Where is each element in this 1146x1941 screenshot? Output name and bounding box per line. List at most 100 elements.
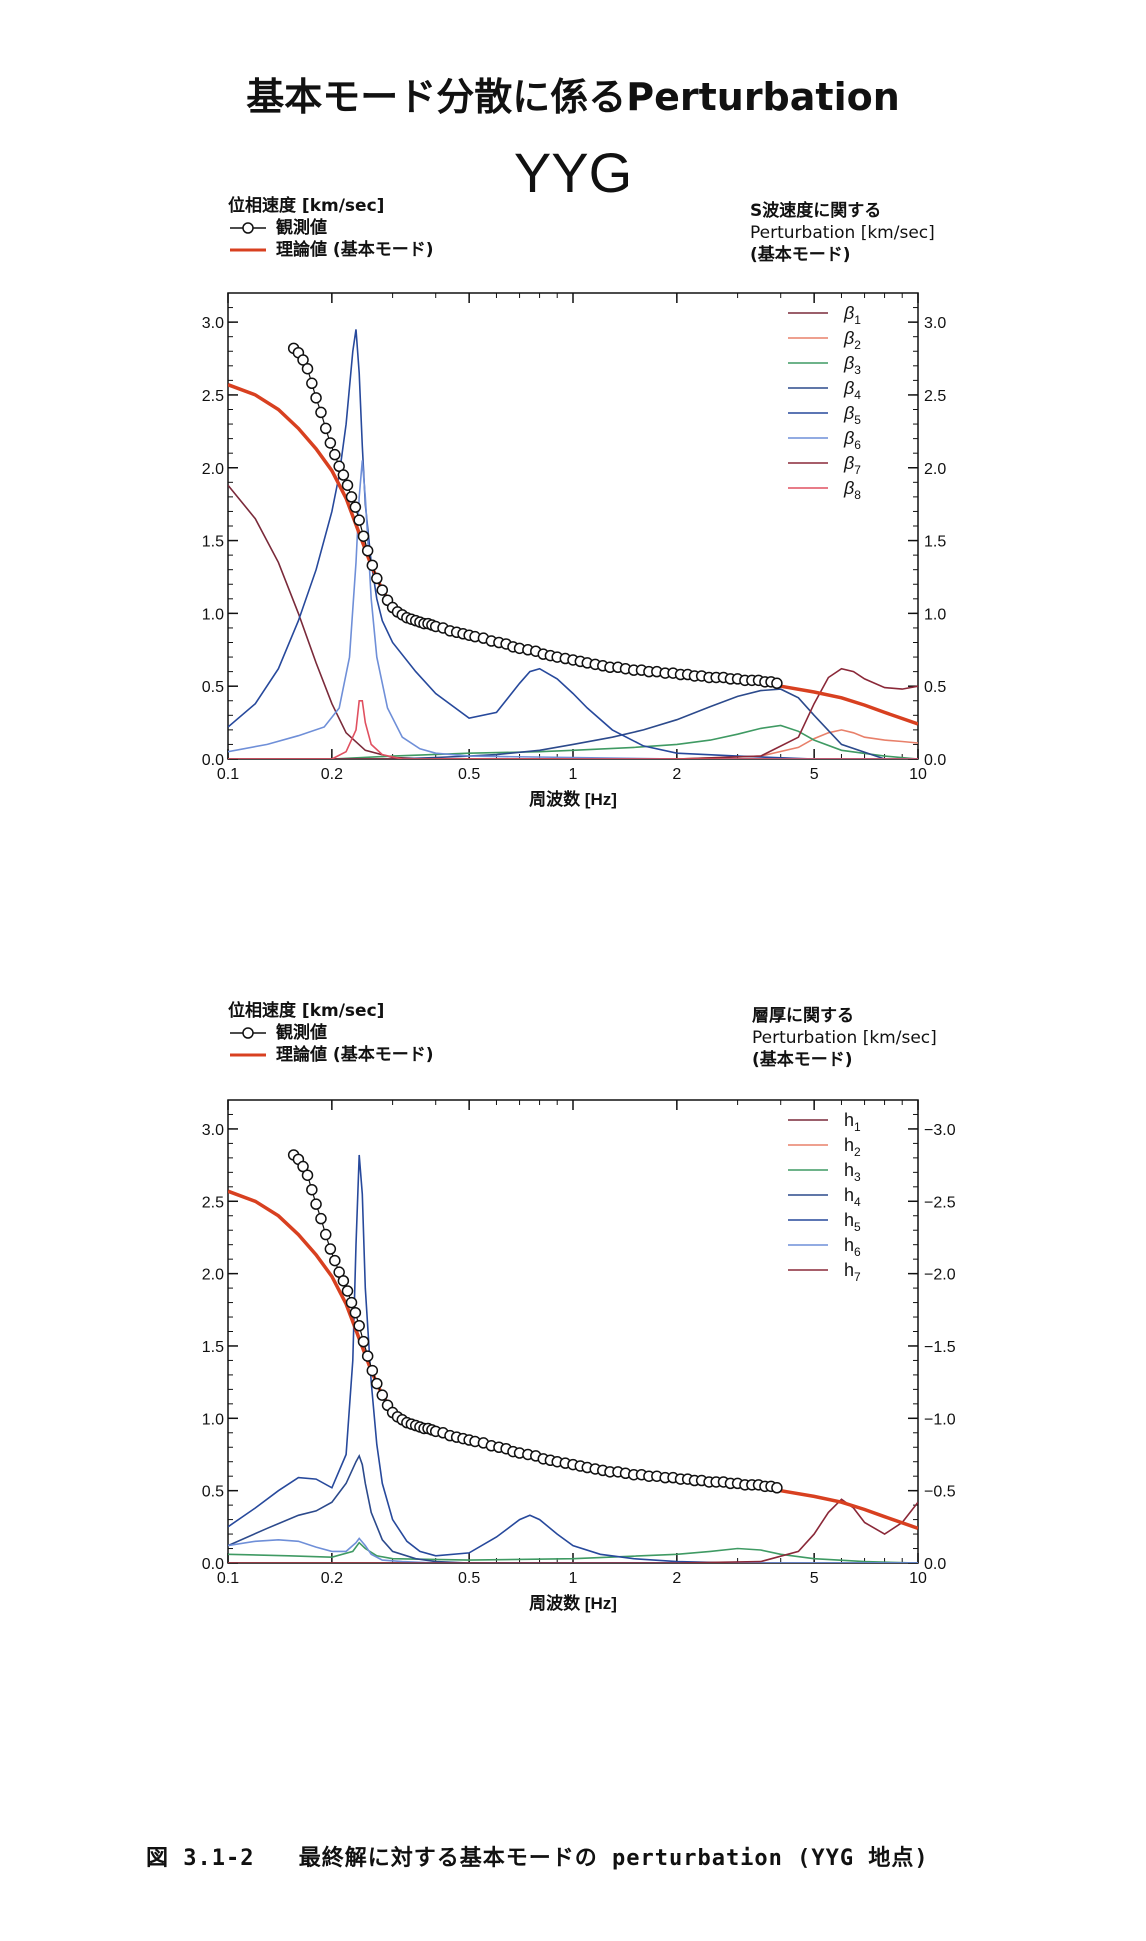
chart1-xtick-label: 0.5 bbox=[458, 766, 480, 783]
chart2-y2tick-label: −1.5 bbox=[924, 1339, 956, 1356]
chart2-y2tick-label: −1.0 bbox=[924, 1411, 956, 1428]
chart2-plot: 0.0 0.0 0.5 −0.5 1.0 −1.0 1.5 −1.5 2.0 −2.0 2.5 −2.… bbox=[202, 1099, 956, 1613]
chart1-ytick-label: 1.5 bbox=[202, 534, 224, 551]
chart2-observed-point bbox=[324, 1243, 337, 1255]
chart2-observed-line bbox=[293, 1154, 778, 1489]
chart2-xtick-label: 0.1 bbox=[217, 1570, 239, 1587]
chart2-observed-point bbox=[353, 1319, 365, 1332]
chart2-observed-point bbox=[357, 1335, 370, 1348]
chart1-y2tick-label: 1.5 bbox=[924, 534, 946, 551]
chart2-legend-label-4: h4 bbox=[844, 1185, 861, 1209]
chart1-observed-point bbox=[341, 479, 354, 491]
figure-caption: 図 3.1-2 最終解に対する基本モードの perturbation (YYG … bbox=[146, 1840, 959, 1872]
figure-caption-number: 図 3.1-2 bbox=[146, 1846, 255, 1871]
chart1-series-6-line bbox=[228, 460, 918, 759]
chart1-yaxis-title: 位相速度 [km/sec] bbox=[228, 196, 385, 216]
chart2-legend-label-3: h3 bbox=[844, 1160, 861, 1184]
chart2-y2axis-title-3: (基本モード) bbox=[752, 1050, 853, 1070]
chart1-observed-point bbox=[337, 469, 350, 481]
chart1-ytick-label: 2.0 bbox=[202, 461, 224, 478]
chart1-observed-point bbox=[361, 545, 374, 557]
chart2-observed-point bbox=[301, 1169, 314, 1181]
chart1-observed-point bbox=[357, 530, 370, 542]
page-title: 基本モード分散に係るPerturbation bbox=[246, 75, 900, 119]
chart1-xtick-label: 10 bbox=[909, 766, 927, 783]
chart1-legend-label-2: β2 bbox=[843, 328, 861, 352]
chart1-observed-point bbox=[345, 491, 358, 503]
chart1-legend-label-1: β1 bbox=[843, 303, 861, 327]
chart1-series-5-line bbox=[228, 329, 918, 759]
chart2-legend-label-1: h1 bbox=[844, 1110, 861, 1134]
chart2-legend-label-5: h5 bbox=[844, 1210, 861, 1234]
chart2-observed-point bbox=[345, 1296, 358, 1309]
chart1-observed-point bbox=[353, 514, 365, 526]
chart1-series-1-line bbox=[228, 484, 918, 759]
chart1-ytick-label: 0.0 bbox=[202, 752, 224, 769]
chart2-xtick-label: 10 bbox=[909, 1570, 927, 1587]
figure-caption-text: 最終解に対する基本モードの perturbation (YYG 地点) bbox=[298, 1846, 929, 1871]
chart1-legend-label-6: β6 bbox=[843, 428, 861, 452]
chart1-observed-point bbox=[376, 584, 389, 596]
chart2-observed-point bbox=[337, 1275, 350, 1287]
chart2-y2tick-label: −2.5 bbox=[924, 1194, 956, 1211]
chart2-series-7-line bbox=[228, 1498, 918, 1563]
chart1-y2tick-label: 1.0 bbox=[924, 606, 946, 623]
chart1-y2axis-title-2: Perturbation [km/sec] bbox=[750, 223, 935, 243]
chart2-observed-point bbox=[310, 1198, 322, 1210]
chart1-legend-theory: 理論値 (基本モード) bbox=[228, 239, 433, 261]
chart2-xtick-label: 2 bbox=[672, 1570, 681, 1587]
chart1-legend-label-7: β7 bbox=[843, 453, 861, 477]
chart1-series-8-line bbox=[228, 700, 918, 759]
chart2-y2tick-label: −2.0 bbox=[924, 1267, 956, 1284]
chart1-legend-observed: 観測値 bbox=[228, 217, 433, 239]
chart1-y2tick-label: 2.0 bbox=[924, 461, 946, 478]
chart1-legend-theory-label: 理論値 (基本モード) bbox=[276, 240, 434, 260]
chart1-xtick-label: 5 bbox=[810, 766, 819, 783]
chart2-ytick-label: 1.0 bbox=[202, 1411, 224, 1428]
chart1-series-7-line bbox=[228, 667, 918, 759]
chart1-observed-point bbox=[315, 406, 327, 419]
chart2-left-header: 位相速度 [km/sec] 観測値 理論値 (基本モード) bbox=[228, 1000, 433, 1066]
chart2-observed-point bbox=[771, 1482, 783, 1494]
page-subtitle: YYG bbox=[513, 141, 633, 204]
chart2-series-5-line bbox=[228, 1154, 918, 1563]
chart2-ytick-label: 1.5 bbox=[202, 1339, 224, 1356]
chart2-observed-point bbox=[315, 1212, 327, 1225]
chart2-legend-label-2: h2 bbox=[844, 1135, 861, 1159]
chart2-observed-point bbox=[371, 1377, 383, 1390]
chart1-y2tick-label: 2.5 bbox=[924, 388, 946, 405]
chart2-ytick-label: 3.0 bbox=[202, 1122, 224, 1139]
chart2-xtick-label: 0.2 bbox=[321, 1570, 343, 1587]
chart2-xtick-label: 1 bbox=[569, 1570, 578, 1587]
chart1-legend-label-3: β3 bbox=[843, 353, 861, 377]
chart1-xtick-label: 0.1 bbox=[217, 766, 239, 783]
chart1-observed-point bbox=[306, 377, 318, 390]
chart2-theory-line bbox=[228, 1189, 918, 1530]
chart2-y2tick-label: −3.0 bbox=[924, 1122, 956, 1139]
chart2-y2axis-title-1: 層厚に関する bbox=[752, 1006, 854, 1026]
chart1-series-4-line bbox=[228, 688, 918, 759]
chart1-plot: 0.0 0.0 0.5 0.5 1.0 1.0 1.5 1.5 2.0 2.0 2.5 2.5 3.0 3… bbox=[202, 292, 946, 809]
chart1-observed-point bbox=[329, 448, 341, 461]
chart2-observed-point bbox=[319, 1228, 332, 1241]
chart1-ytick-label: 3.0 bbox=[202, 315, 224, 332]
chart1-xtick-label: 0.2 bbox=[321, 766, 343, 783]
chart1-y2axis-title-1: S波速度に関する bbox=[750, 201, 882, 221]
chart2-xaxis-title: 周波数 [Hz] bbox=[529, 1593, 617, 1613]
chart2-yaxis-title: 位相速度 [km/sec] bbox=[228, 1001, 385, 1021]
chart1-y2tick-label: 0.0 bbox=[924, 752, 946, 769]
chart1-observed-point bbox=[319, 422, 332, 435]
chart2-xtick-label: 5 bbox=[810, 1570, 819, 1587]
chart2-legend-observed-label: 観測値 bbox=[276, 1023, 327, 1043]
chart2-legend-label-7: h7 bbox=[844, 1260, 861, 1284]
chart1-observed-point bbox=[324, 437, 337, 449]
chart1-y2axis-title-3: (基本モード) bbox=[750, 245, 851, 265]
chart2-ytick-label: 0.0 bbox=[202, 1556, 224, 1573]
observed-marker-icon bbox=[228, 217, 268, 239]
chart1-ytick-label: 0.5 bbox=[202, 679, 224, 696]
chart2-observed-point bbox=[366, 1364, 379, 1377]
chart2-legend-label-6: h6 bbox=[844, 1235, 861, 1259]
chart1-ytick-label: 1.0 bbox=[202, 606, 224, 623]
chart2-ytick-label: 2.0 bbox=[202, 1267, 224, 1284]
